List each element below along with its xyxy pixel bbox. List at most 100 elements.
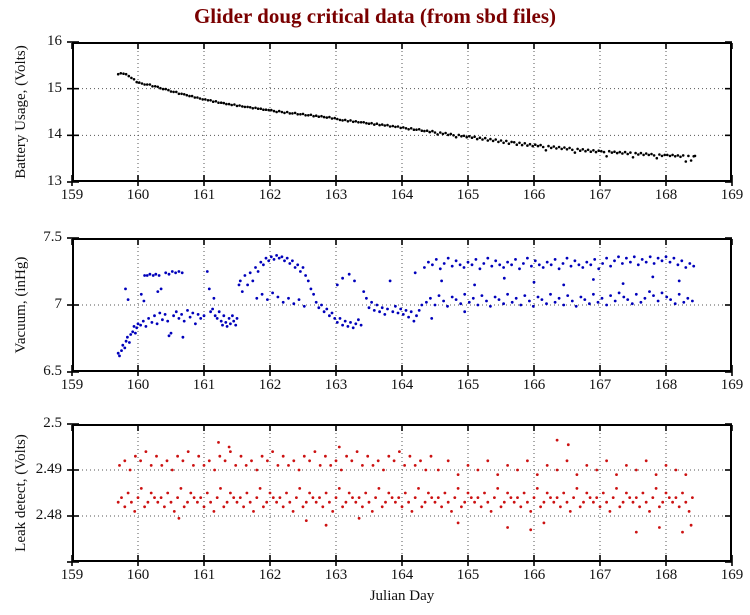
leak-data-point xyxy=(638,505,641,509)
vacuum-data-point xyxy=(124,287,127,291)
battery-data-point xyxy=(687,154,690,158)
vacuum-data-point xyxy=(553,300,557,304)
vacuum-data-point xyxy=(519,303,523,307)
battery-data-point xyxy=(145,83,149,86)
vacuum-data-point xyxy=(493,295,497,299)
vacuum-data-point xyxy=(143,274,146,277)
vacuum-data-point xyxy=(343,319,347,323)
leak-data-point xyxy=(469,496,473,499)
vacuum-data-point xyxy=(566,294,570,297)
leak-data-point xyxy=(433,500,437,504)
vacuum-data-point xyxy=(514,258,517,261)
battery-plot-area xyxy=(67,41,733,186)
leak-data-point xyxy=(410,510,414,513)
vacuum-data-point xyxy=(660,259,664,263)
vacuum-data-point xyxy=(420,303,424,307)
battery-data-point xyxy=(275,110,278,114)
battery-data-point xyxy=(534,143,537,146)
battery-data-point xyxy=(494,138,498,141)
leak-data-point xyxy=(324,454,327,458)
vacuum-data-point xyxy=(126,335,129,339)
leak-data-point xyxy=(329,464,333,467)
vacuum-data-point xyxy=(482,262,486,265)
leak-data-point xyxy=(339,468,343,472)
vacuum-data-point xyxy=(227,317,231,320)
vacuum-data-point xyxy=(665,295,669,299)
vacuum-data-point xyxy=(266,298,269,301)
battery-data-point xyxy=(489,137,492,141)
leak-data-point xyxy=(598,505,602,509)
leak-data-point xyxy=(545,491,549,495)
leak-x-tick-label: 167 xyxy=(588,567,612,583)
battery-data-point xyxy=(362,121,366,124)
vacuum-data-point xyxy=(167,334,171,338)
vacuum-data-point xyxy=(174,271,177,275)
vacuum-data-point xyxy=(221,323,224,327)
leak-data-point xyxy=(466,464,470,467)
battery-data-point xyxy=(159,86,162,90)
vacuum-data-point xyxy=(673,302,677,306)
battery-data-point xyxy=(122,72,125,75)
vacuum-data-point xyxy=(128,341,131,344)
leak-data-point xyxy=(271,450,274,453)
battery-data-point xyxy=(238,104,241,107)
leak-data-point xyxy=(499,505,503,509)
battery-data-point xyxy=(357,121,360,124)
vacuum-data-point xyxy=(222,314,226,318)
vacuum-data-point xyxy=(630,302,634,306)
vacuum-data-point xyxy=(269,255,273,259)
leak-data-point xyxy=(225,500,229,504)
battery-data-point xyxy=(338,118,342,122)
vacuum-data-point xyxy=(139,323,142,327)
battery-data-point xyxy=(270,108,273,112)
vacuum-data-point xyxy=(375,303,379,307)
vacuum-data-point xyxy=(502,276,506,280)
vacuum-data-point xyxy=(246,283,250,287)
vacuum-data-point xyxy=(415,314,418,318)
leak-data-point xyxy=(139,487,143,490)
leak-data-point xyxy=(466,491,470,495)
vacuum-data-point xyxy=(471,296,475,300)
battery-data-point xyxy=(132,78,136,81)
leak-data-point xyxy=(671,500,674,504)
battery-data-point xyxy=(652,154,656,157)
leak-data-point xyxy=(334,459,338,463)
battery-data-point xyxy=(248,106,252,109)
leak-data-point xyxy=(691,496,694,499)
vacuum-data-point xyxy=(486,256,490,260)
battery-data-point xyxy=(241,105,244,108)
battery-data-point xyxy=(394,125,397,129)
vacuum-data-point xyxy=(215,317,219,320)
leak-data-point xyxy=(192,496,196,499)
vacuum-x-tick-label: 164 xyxy=(390,377,414,393)
battery-data-point xyxy=(647,153,651,157)
battery-data-point xyxy=(425,129,429,132)
vacuum-x-tick-label: 159 xyxy=(60,377,84,393)
leak-data-point xyxy=(181,459,185,463)
leak-data-point xyxy=(266,459,269,463)
leak-data-point xyxy=(535,487,539,490)
vacuum-data-point xyxy=(497,298,501,301)
leak-data-point xyxy=(245,491,249,495)
vacuum-x-tick-label: 161 xyxy=(192,377,216,393)
leak-data-point xyxy=(182,505,186,509)
leak-data-point xyxy=(565,500,569,504)
leak-data-point xyxy=(526,459,529,463)
leak-data-point xyxy=(476,468,480,472)
vacuum-data-point xyxy=(312,292,315,296)
vacuum-x-tick-label: 160 xyxy=(126,377,150,393)
leak-data-point xyxy=(542,500,546,504)
vacuum-data-point xyxy=(394,304,397,308)
battery-data-point xyxy=(589,150,593,153)
vacuum-data-point xyxy=(677,292,681,296)
vacuum-data-point xyxy=(354,322,358,326)
leak-data-point xyxy=(542,521,546,525)
battery-data-point xyxy=(161,87,165,91)
vacuum-data-point xyxy=(150,321,154,324)
vacuum-data-point xyxy=(677,279,681,283)
vacuum-data-point xyxy=(672,256,676,260)
leak-data-point xyxy=(502,500,506,504)
leak-data-point xyxy=(242,505,246,509)
vacuum-data-point xyxy=(212,296,216,300)
battery-data-point xyxy=(198,97,202,100)
